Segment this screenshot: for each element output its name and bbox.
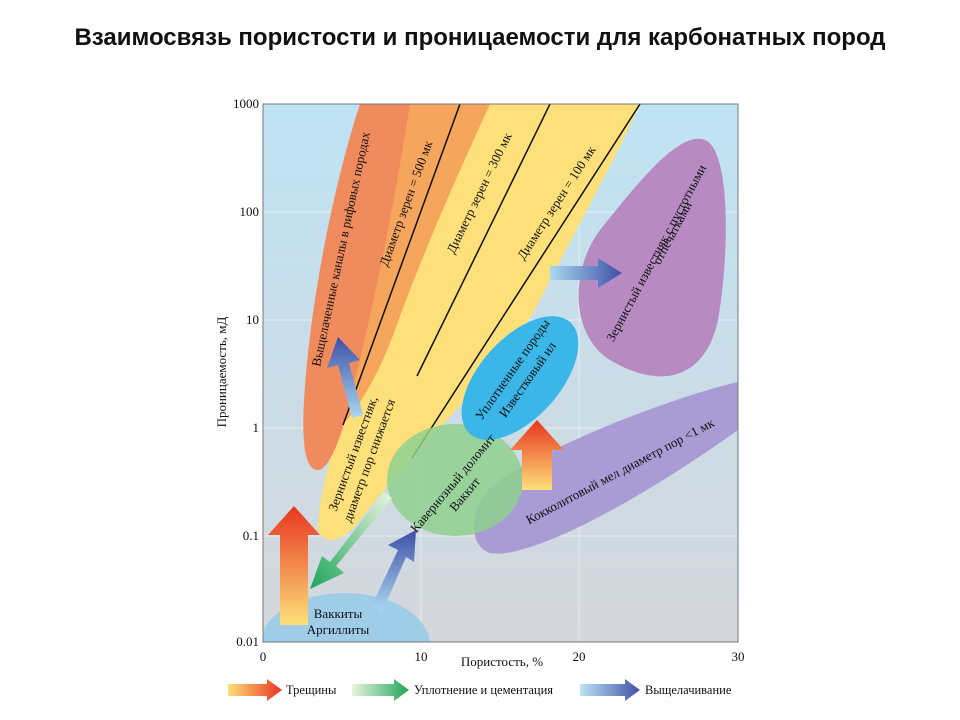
page-title: Взаимосвязь пористости и проницаемости д…: [74, 24, 886, 51]
plot-frame: [262, 103, 739, 643]
legend-leaching-label: Выщелачивание: [645, 683, 732, 697]
y-tick: 10: [246, 312, 259, 327]
y-tick: 0.1: [243, 528, 259, 543]
x-tick: 30: [732, 649, 745, 664]
legend-compaction-arrow: [352, 679, 409, 701]
x-axis-ticks: 0 10 20 30: [260, 649, 745, 664]
grain-500-zone: [334, 104, 490, 432]
grain-100-line: [411, 104, 641, 459]
legend-leaching-arrow: [580, 679, 640, 701]
y-tick: 100: [240, 204, 260, 219]
grain-300-line: [416, 104, 551, 377]
y-tick: 0.01: [236, 634, 259, 649]
fracture-arrow-left: [268, 506, 320, 625]
x-tick: 10: [415, 649, 428, 664]
grain-500-line: [342, 104, 461, 426]
legend-compaction-label: Уплотнение и цементация: [414, 683, 553, 697]
legend-fractures-label: Трещины: [286, 683, 337, 697]
moldic-limestone-zone: [578, 138, 726, 377]
wackite-label-2: Аргиллиты: [307, 622, 370, 637]
compacted-rocks-zone: [461, 316, 579, 440]
fracture-arrow-right: [510, 420, 564, 490]
x-tick: 0: [260, 649, 267, 664]
wackite-label-1: Ваккиты: [314, 606, 363, 621]
x-axis-label: Пористость, %: [461, 654, 543, 669]
grain-size-zone: [318, 104, 640, 541]
x-tick: 20: [573, 649, 586, 664]
y-axis-ticks: 1000 100 10 1 0.1 0.01: [233, 96, 259, 649]
legend-fractures-arrow: [228, 679, 282, 701]
y-tick: 1: [253, 420, 260, 435]
chalk-zone: [473, 382, 738, 554]
reef-channels-zone: [303, 104, 410, 470]
legend: Трещины Уплотнение и цементация Выщелачи…: [228, 679, 732, 701]
y-axis-label: Проницаемость, мД: [214, 316, 229, 427]
y-tick: 1000: [233, 96, 259, 111]
leaching-arrow-reef: [327, 337, 363, 418]
cavernous-dolomite-zone: [387, 424, 523, 536]
compaction-arrow: [310, 492, 392, 589]
leaching-arrow-wackite: [372, 530, 416, 612]
leaching-arrow-molds: [550, 258, 622, 288]
